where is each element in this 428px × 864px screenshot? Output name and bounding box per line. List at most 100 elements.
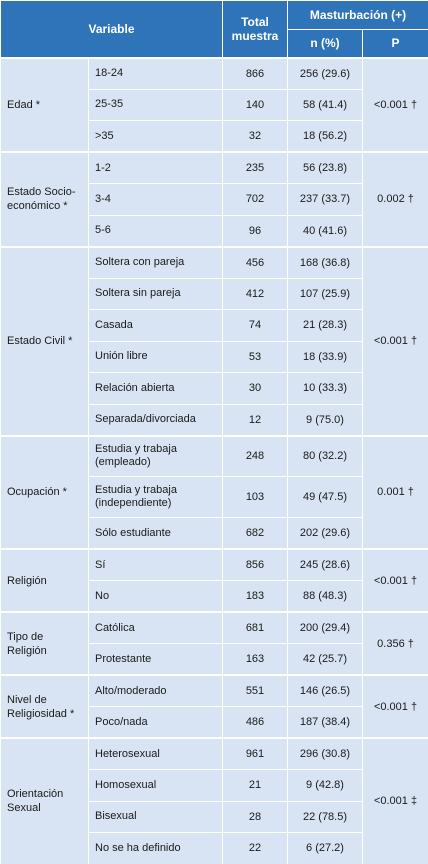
- total-sample: 21: [222, 769, 288, 802]
- category: Bisexual: [88, 800, 223, 833]
- table-body: Edad * 18-24 866 256 (29.6) <0.001 † 25-35 140…: [0, 56, 428, 864]
- p-value: <0.001 †: [361, 548, 428, 613]
- category: No: [88, 580, 223, 613]
- table-row: Orientación Sexual Heterosexual 961 296 (30…: [0, 737, 428, 864]
- table-row: Estudia y trabaja (independiente) 103 49 (…: [1, 476, 428, 518]
- table-row: Tipo de Religión Católica 681 200 (29.4) 0.3…: [0, 611, 428, 676]
- table-row: Nivel de Religiosidad * Alto/moderado 551 1…: [0, 674, 428, 739]
- n-percent: 296 (30.8): [287, 737, 363, 770]
- total-sample: 866: [222, 56, 288, 90]
- table-row: No 183 88 (48.3): [1, 580, 428, 613]
- n-percent: 40 (41.6): [287, 214, 363, 247]
- category: Heterosexual: [88, 737, 223, 770]
- table-row: Separada/divorciada 12 9 (75.0): [1, 403, 428, 436]
- p-value: <0.001 †: [361, 674, 428, 739]
- total-sample: 22: [222, 832, 288, 864]
- category: 25-35: [88, 88, 223, 121]
- total-sample: 702: [222, 183, 288, 216]
- category: Estudia y trabaja (empleado): [88, 434, 223, 477]
- table-row: Casada 74 21 (28.3): [1, 309, 428, 342]
- category: Relación abierta: [88, 372, 223, 405]
- category: Sólo estudiante: [88, 517, 223, 550]
- total-sample: 103: [222, 476, 288, 518]
- table-row: Protestante 163 42 (25.7): [1, 643, 428, 676]
- table-row: Edad * 18-24 866 256 (29.6) <0.001 †: [0, 56, 428, 153]
- category: No se ha definido: [88, 832, 223, 864]
- category: >35: [88, 120, 223, 153]
- table-row: Estado Civil * Soltera con pareja 456 168 (…: [0, 245, 428, 436]
- table-row: Sólo estudiante 682 202 (29.6): [1, 517, 428, 550]
- total-sample: 456: [222, 245, 288, 279]
- category: Católica: [88, 611, 223, 644]
- category: Poco/nada: [88, 706, 223, 739]
- category: Estudia y trabaja (independiente): [88, 476, 223, 518]
- header-n: n (%): [287, 28, 363, 58]
- table-row: 3-4 702 237 (33.7): [1, 183, 428, 216]
- category: Casada: [88, 309, 223, 342]
- category: 5-6: [88, 214, 223, 247]
- header-masturbacion: Masturbación (+): [286, 0, 428, 30]
- n-percent: 42 (25.7): [287, 643, 363, 676]
- n-percent: 22 (78.5): [287, 800, 363, 833]
- total-sample: 412: [222, 277, 288, 310]
- n-percent: 88 (48.3): [287, 580, 363, 613]
- n-percent: 202 (29.6): [287, 517, 363, 550]
- p-value: 0.356 †: [361, 611, 428, 676]
- n-percent: 200 (29.4): [287, 611, 363, 644]
- category: 3-4: [88, 183, 223, 216]
- n-percent: 18 (56.2): [287, 120, 363, 153]
- n-percent: 146 (26.5): [287, 674, 363, 707]
- category: Alto/moderado: [88, 674, 223, 707]
- category: Unión libre: [88, 340, 223, 373]
- total-sample: 681: [222, 611, 288, 644]
- table-row: No se ha definido 22 6 (27.2): [1, 832, 428, 864]
- category: Homosexual: [88, 769, 223, 802]
- table-row: 5-6 96 40 (41.6): [1, 214, 428, 247]
- group-label: Nivel de Religiosidad *: [0, 674, 89, 739]
- n-percent: 9 (42.8): [287, 769, 363, 802]
- n-percent: 58 (41.4): [287, 88, 363, 121]
- n-percent: 21 (28.3): [287, 309, 363, 342]
- total-sample: 74: [222, 309, 288, 342]
- p-value: 0.002 †: [361, 151, 428, 247]
- total-sample: 961: [222, 737, 288, 770]
- header-p: P: [361, 28, 428, 58]
- group-label: Estado Socio-económico *: [0, 151, 89, 247]
- group-label: Estado Civil *: [0, 245, 89, 436]
- total-sample: 28: [222, 800, 288, 833]
- total-sample: 486: [222, 706, 288, 739]
- table-row: Soltera sin pareja 412 107 (25.9): [1, 277, 428, 310]
- total-sample: 183: [222, 580, 288, 613]
- category: Soltera sin pareja: [88, 277, 223, 310]
- total-sample: 248: [222, 434, 288, 477]
- total-sample: 30: [222, 372, 288, 405]
- n-percent: 56 (23.8): [287, 151, 363, 184]
- total-sample: 682: [222, 517, 288, 550]
- p-value: <0.001 †: [361, 56, 428, 153]
- total-sample: 32: [222, 120, 288, 153]
- n-percent: 9 (75.0): [287, 403, 363, 436]
- group-label: Tipo de Religión: [0, 611, 89, 676]
- table-row: Ocupación * Estudia y trabaja (empleado) 2…: [0, 434, 428, 550]
- total-sample: 163: [222, 643, 288, 676]
- table-row: Relación abierta 30 10 (33.3): [1, 372, 428, 405]
- category: Soltera con pareja: [88, 245, 223, 279]
- n-percent: 6 (27.2): [287, 832, 363, 864]
- total-sample: 12: [222, 403, 288, 436]
- n-percent: 18 (33.9): [287, 340, 363, 373]
- category: Separada/divorciada: [88, 403, 223, 436]
- table-row: >35 32 18 (56.2): [1, 120, 428, 153]
- group-label: Orientación Sexual: [0, 737, 89, 864]
- total-sample: 53: [222, 340, 288, 373]
- table-row: Unión libre 53 18 (33.9): [1, 340, 428, 373]
- n-percent: 245 (28.6): [287, 548, 363, 581]
- group-label: Edad *: [0, 56, 89, 153]
- total-sample: 140: [222, 88, 288, 121]
- n-percent: 80 (32.2): [287, 434, 363, 477]
- p-value: 0.001 †: [361, 434, 428, 550]
- group-label: Religión: [0, 548, 89, 613]
- total-sample: 96: [222, 214, 288, 247]
- p-value: <0.001 †: [361, 245, 428, 436]
